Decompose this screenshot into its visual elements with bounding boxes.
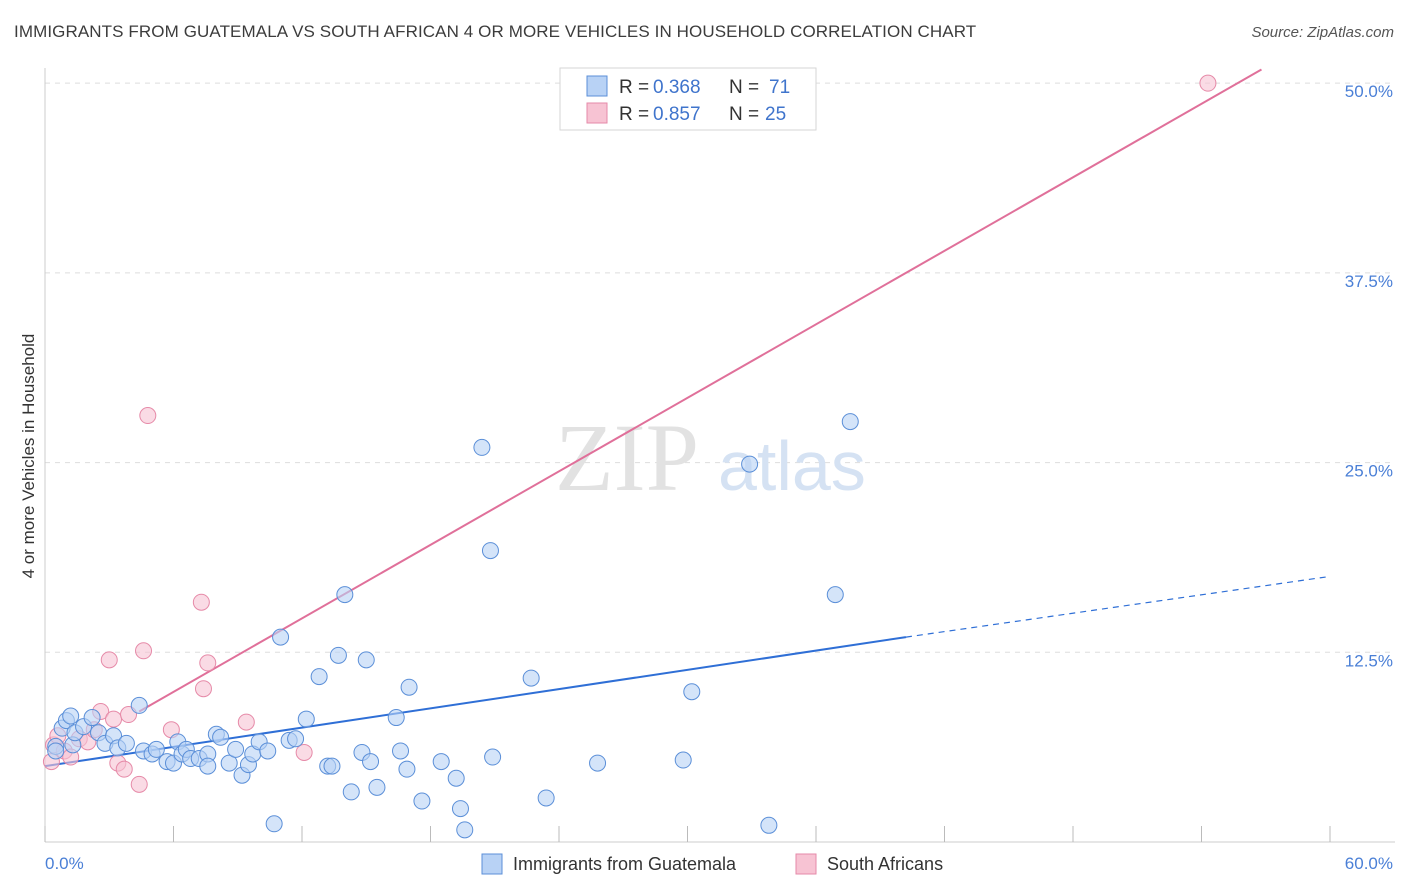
data-point-guatemala <box>841 413 859 431</box>
data-point-south-africans <box>1199 74 1217 92</box>
data-point-guatemala <box>456 821 474 839</box>
data-point-guatemala <box>147 740 165 758</box>
watermark-zip: ZIP <box>555 404 699 511</box>
data-point-south-africans <box>130 775 148 793</box>
bottom-legend-swatch-south-africans <box>795 853 817 875</box>
grid-lines <box>45 82 1395 653</box>
legend: R = 0.368 N = 71 R = 0.857 N = 25 <box>559 67 817 131</box>
data-point-guatemala <box>674 751 692 769</box>
data-point-south-africans <box>237 713 255 731</box>
data-point-guatemala <box>220 754 238 772</box>
data-point-guatemala <box>310 668 328 686</box>
data-point-guatemala <box>287 730 305 748</box>
data-point-south-africans <box>295 743 313 761</box>
bottom-legend-label-guatemala: Immigrants from Guatemala <box>513 854 737 874</box>
data-point-guatemala <box>62 707 80 725</box>
bottom-legend: Immigrants from Guatemala South Africans <box>481 853 943 875</box>
data-point-guatemala <box>447 769 465 787</box>
chart-source: Source: ZipAtlas.com <box>1251 24 1394 41</box>
data-point-south-africans <box>115 760 133 778</box>
data-point-guatemala <box>199 757 217 775</box>
y-tick-label: 37.5% <box>1345 272 1393 291</box>
data-point-guatemala <box>362 753 380 771</box>
legend-n-value-2: 25 <box>765 104 786 125</box>
watermark: ZIP atlas <box>555 404 866 511</box>
data-point-guatemala <box>259 742 277 760</box>
data-point-guatemala <box>227 740 245 758</box>
y-tick-label: 25.0% <box>1345 462 1393 481</box>
data-point-guatemala <box>297 710 315 728</box>
y-axis-title: 4 or more Vehicles in Household <box>19 334 38 579</box>
data-point-guatemala <box>392 742 410 760</box>
data-point-south-africans <box>139 407 157 425</box>
data-point-guatemala <box>760 816 778 834</box>
x-tick-labels: 0.0% 60.0% <box>45 854 1393 873</box>
data-point-guatemala <box>826 586 844 604</box>
legend-r-value-2: 0.857 <box>653 104 701 125</box>
legend-r-label-2: R = <box>619 104 649 125</box>
legend-r-value-1: 0.368 <box>653 77 701 98</box>
data-point-guatemala <box>413 792 431 810</box>
data-point-guatemala <box>83 709 101 727</box>
data-point-guatemala <box>265 815 283 833</box>
data-point-guatemala <box>357 651 375 669</box>
y-tick-label: 50.0% <box>1345 82 1393 101</box>
legend-n-value-1: 71 <box>769 77 790 98</box>
series-guatemala <box>47 413 859 839</box>
bottom-legend-swatch-guatemala <box>481 853 503 875</box>
data-point-guatemala <box>400 678 418 696</box>
data-point-guatemala <box>484 748 502 766</box>
x-tick-label: 0.0% <box>45 854 84 873</box>
y-tick-label: 12.5% <box>1345 651 1393 670</box>
data-point-guatemala <box>329 646 347 664</box>
data-point-south-africans <box>199 654 217 672</box>
legend-swatch-south-africans <box>586 102 608 124</box>
data-point-guatemala <box>323 757 341 775</box>
data-point-guatemala <box>212 728 230 746</box>
data-point-guatemala <box>130 696 148 714</box>
data-point-guatemala <box>741 455 759 473</box>
data-point-south-africans <box>105 710 123 728</box>
data-point-guatemala <box>398 760 416 778</box>
legend-n-label-2: N = <box>729 104 759 125</box>
data-point-south-africans <box>135 642 153 660</box>
data-point-guatemala <box>537 789 555 807</box>
data-point-guatemala <box>481 542 499 560</box>
trend-line-south-africans <box>138 68 1262 713</box>
data-point-guatemala <box>387 709 405 727</box>
legend-swatch-guatemala <box>586 75 608 97</box>
legend-r-label-1: R = <box>619 77 649 98</box>
data-point-guatemala <box>368 778 386 796</box>
data-point-guatemala <box>451 800 469 818</box>
data-point-guatemala <box>342 783 360 801</box>
watermark-atlas: atlas <box>718 427 866 505</box>
data-point-guatemala <box>683 683 701 701</box>
data-point-guatemala <box>117 734 135 752</box>
data-point-guatemala <box>336 586 354 604</box>
data-point-guatemala <box>522 669 540 687</box>
chart-title: IMMIGRANTS FROM GUATEMALA VS SOUTH AFRIC… <box>14 22 977 41</box>
data-point-guatemala <box>47 742 65 760</box>
axes <box>44 68 1395 843</box>
legend-n-label-1: N = <box>729 77 759 98</box>
data-point-guatemala <box>432 753 450 771</box>
data-point-south-africans <box>192 593 210 611</box>
data-point-guatemala <box>589 754 607 772</box>
y-tick-labels: 12.5% 25.0% 37.5% 50.0% <box>1345 82 1393 670</box>
trend-line-guatemala-projection <box>905 575 1331 638</box>
data-point-guatemala <box>473 438 491 456</box>
data-point-south-africans <box>194 680 212 698</box>
x-tick-label: 60.0% <box>1345 854 1393 873</box>
bottom-legend-label-south-africans: South Africans <box>827 854 943 874</box>
data-point-south-africans <box>100 651 118 669</box>
data-point-guatemala <box>272 628 290 646</box>
